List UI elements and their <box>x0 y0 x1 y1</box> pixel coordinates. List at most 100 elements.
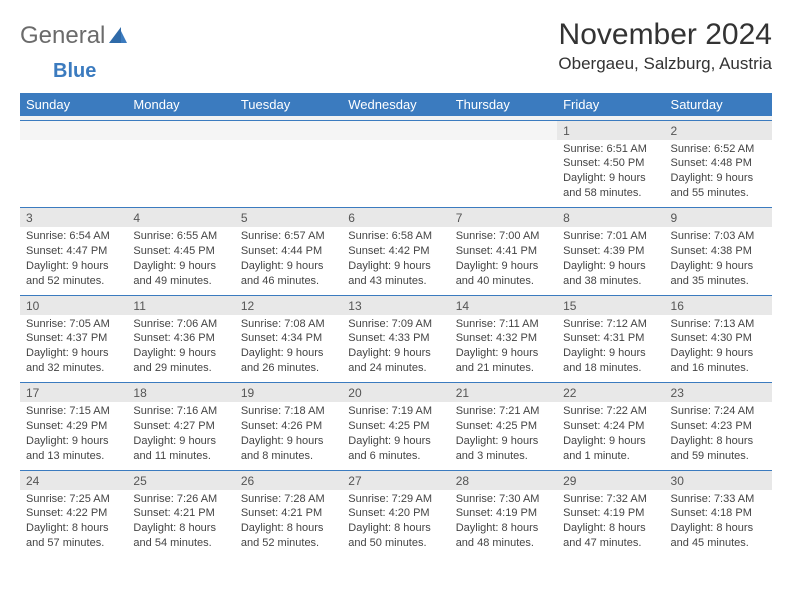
daylight-line: Daylight: 9 hours and 24 minutes. <box>348 346 443 376</box>
day-number-cell: 2 <box>665 120 772 140</box>
day-detail-cell: Sunrise: 7:01 AMSunset: 4:39 PMDaylight:… <box>557 227 664 295</box>
day-number-cell: 7 <box>450 208 557 228</box>
sunrise-line: Sunrise: 7:19 AM <box>348 404 443 419</box>
day-detail-cell: Sunrise: 7:28 AMSunset: 4:21 PMDaylight:… <box>235 490 342 558</box>
sunset-line: Sunset: 4:26 PM <box>241 419 336 434</box>
day-number-cell: 16 <box>665 295 772 315</box>
day-number-cell: 23 <box>665 383 772 403</box>
sunrise-line: Sunrise: 7:08 AM <box>241 317 336 332</box>
sunrise-line: Sunrise: 7:03 AM <box>671 229 766 244</box>
sunrise-line: Sunrise: 7:32 AM <box>563 492 658 507</box>
sunrise-line: Sunrise: 7:16 AM <box>133 404 228 419</box>
daylight-line: Daylight: 8 hours and 59 minutes. <box>671 434 766 464</box>
daylight-line: Daylight: 8 hours and 48 minutes. <box>456 521 551 551</box>
daylight-line: Daylight: 8 hours and 52 minutes. <box>241 521 336 551</box>
day-number-row: 10111213141516 <box>20 295 772 315</box>
sunrise-line: Sunrise: 6:58 AM <box>348 229 443 244</box>
sunset-line: Sunset: 4:25 PM <box>348 419 443 434</box>
sunrise-line: Sunrise: 7:18 AM <box>241 404 336 419</box>
day-detail-cell: Sunrise: 7:32 AMSunset: 4:19 PMDaylight:… <box>557 490 664 558</box>
day-detail-cell: Sunrise: 7:21 AMSunset: 4:25 PMDaylight:… <box>450 402 557 470</box>
day-detail-cell: Sunrise: 6:51 AMSunset: 4:50 PMDaylight:… <box>557 140 664 208</box>
brand-part1: General <box>20 22 105 50</box>
daylight-line: Daylight: 9 hours and 55 minutes. <box>671 171 766 201</box>
sunrise-line: Sunrise: 7:26 AM <box>133 492 228 507</box>
day-detail-cell: Sunrise: 6:58 AMSunset: 4:42 PMDaylight:… <box>342 227 449 295</box>
day-detail-cell: Sunrise: 7:24 AMSunset: 4:23 PMDaylight:… <box>665 402 772 470</box>
day-detail-cell: Sunrise: 7:25 AMSunset: 4:22 PMDaylight:… <box>20 490 127 558</box>
day-number-cell: 29 <box>557 470 664 490</box>
daylight-line: Daylight: 9 hours and 6 minutes. <box>348 434 443 464</box>
sunset-line: Sunset: 4:47 PM <box>26 244 121 259</box>
sunrise-line: Sunrise: 7:30 AM <box>456 492 551 507</box>
col-wednesday: Wednesday <box>342 93 449 116</box>
sunset-line: Sunset: 4:20 PM <box>348 506 443 521</box>
day-detail-cell <box>235 140 342 208</box>
sunrise-line: Sunrise: 7:24 AM <box>671 404 766 419</box>
daylight-line: Daylight: 8 hours and 57 minutes. <box>26 521 121 551</box>
day-number-row: 24252627282930 <box>20 470 772 490</box>
day-detail-cell: Sunrise: 6:54 AMSunset: 4:47 PMDaylight:… <box>20 227 127 295</box>
brand-logo: General <box>20 22 129 50</box>
day-detail-row: Sunrise: 6:54 AMSunset: 4:47 PMDaylight:… <box>20 227 772 295</box>
day-detail-row: Sunrise: 7:05 AMSunset: 4:37 PM Daylight:… <box>20 315 772 383</box>
day-number-cell: 12 <box>235 295 342 315</box>
sunset-line: Sunset: 4:38 PM <box>671 244 766 259</box>
day-detail-cell: Sunrise: 7:18 AMSunset: 4:26 PMDaylight:… <box>235 402 342 470</box>
daylight-line: Daylight: 9 hours and 21 minutes. <box>456 346 551 376</box>
sunrise-line: Sunrise: 6:55 AM <box>133 229 228 244</box>
day-number-cell: 13 <box>342 295 449 315</box>
day-detail-row: Sunrise: 7:25 AMSunset: 4:22 PMDaylight:… <box>20 490 772 558</box>
day-number-cell: 3 <box>20 208 127 228</box>
day-number-cell: 4 <box>127 208 234 228</box>
calendar-table: Sunday Monday Tuesday Wednesday Thursday… <box>20 93 772 558</box>
sunset-line: Sunset: 4:22 PM <box>26 506 121 521</box>
calendar-body: 12 Sunrise: 6:51 AMSunset: 4:50 PMDayligh… <box>20 120 772 558</box>
day-detail-cell <box>450 140 557 208</box>
col-thursday: Thursday <box>450 93 557 116</box>
day-number-cell: 8 <box>557 208 664 228</box>
day-number-cell <box>127 120 234 140</box>
sunset-line: Sunset: 4:44 PM <box>241 244 336 259</box>
sunset-line: Sunset: 4:34 PM <box>241 331 336 346</box>
daylight-line: Daylight: 8 hours and 54 minutes. <box>133 521 228 551</box>
day-number-cell: 6 <box>342 208 449 228</box>
sunset-line: Sunset: 4:36 PM <box>133 331 228 346</box>
col-tuesday: Tuesday <box>235 93 342 116</box>
day-number-cell: 5 <box>235 208 342 228</box>
day-number-row: 17181920212223 <box>20 383 772 403</box>
day-detail-cell: Sunrise: 6:57 AMSunset: 4:44 PMDaylight:… <box>235 227 342 295</box>
sunset-line: Sunset: 4:42 PM <box>348 244 443 259</box>
sunrise-line: Sunrise: 7:13 AM <box>671 317 766 332</box>
sunset-line: Sunset: 4:39 PM <box>563 244 658 259</box>
sunset-line: Sunset: 4:50 PM <box>563 156 658 171</box>
sunset-line: Sunset: 4:25 PM <box>456 419 551 434</box>
sunset-line: Sunset: 4:29 PM <box>26 419 121 434</box>
sunrise-line: Sunrise: 7:05 AM <box>26 317 121 332</box>
day-number-cell <box>342 120 449 140</box>
day-detail-cell: Sunrise: 7:30 AMSunset: 4:19 PMDaylight:… <box>450 490 557 558</box>
day-detail-cell: Sunrise: 7:22 AMSunset: 4:24 PMDaylight:… <box>557 402 664 470</box>
sunrise-line: Sunrise: 7:25 AM <box>26 492 121 507</box>
daylight-line: Daylight: 9 hours and 43 minutes. <box>348 259 443 289</box>
sunrise-line: Sunrise: 7:28 AM <box>241 492 336 507</box>
daylight-line: Daylight: 8 hours and 50 minutes. <box>348 521 443 551</box>
daylight-line: Daylight: 9 hours and 11 minutes. <box>133 434 228 464</box>
day-number-cell: 18 <box>127 383 234 403</box>
daylight-line: Daylight: 9 hours and 8 minutes. <box>241 434 336 464</box>
daylight-line: Daylight: 9 hours and 16 minutes. <box>671 346 766 376</box>
sunset-line: Sunset: 4:48 PM <box>671 156 766 171</box>
daylight-line: Daylight: 9 hours and 1 minute. <box>563 434 658 464</box>
sunset-line: Sunset: 4:27 PM <box>133 419 228 434</box>
sunset-line: Sunset: 4:30 PM <box>671 331 766 346</box>
day-detail-cell: Sunrise: 7:03 AMSunset: 4:38 PMDaylight:… <box>665 227 772 295</box>
day-number-cell: 10 <box>20 295 127 315</box>
day-detail-cell: Sunrise: 7:33 AMSunset: 4:18 PMDaylight:… <box>665 490 772 558</box>
sunset-line: Sunset: 4:19 PM <box>563 506 658 521</box>
day-detail-cell: Sunrise: 7:06 AMSunset: 4:36 PMDaylight:… <box>127 315 234 383</box>
sunset-line: Sunset: 4:37 PM <box>26 331 121 346</box>
day-detail-cell: Sunrise: 6:52 AMSunset: 4:48 PMDaylight:… <box>665 140 772 208</box>
day-number-cell: 9 <box>665 208 772 228</box>
daylight-line: Daylight: 9 hours and 29 minutes. <box>133 346 228 376</box>
sunrise-line: Sunrise: 7:06 AM <box>133 317 228 332</box>
